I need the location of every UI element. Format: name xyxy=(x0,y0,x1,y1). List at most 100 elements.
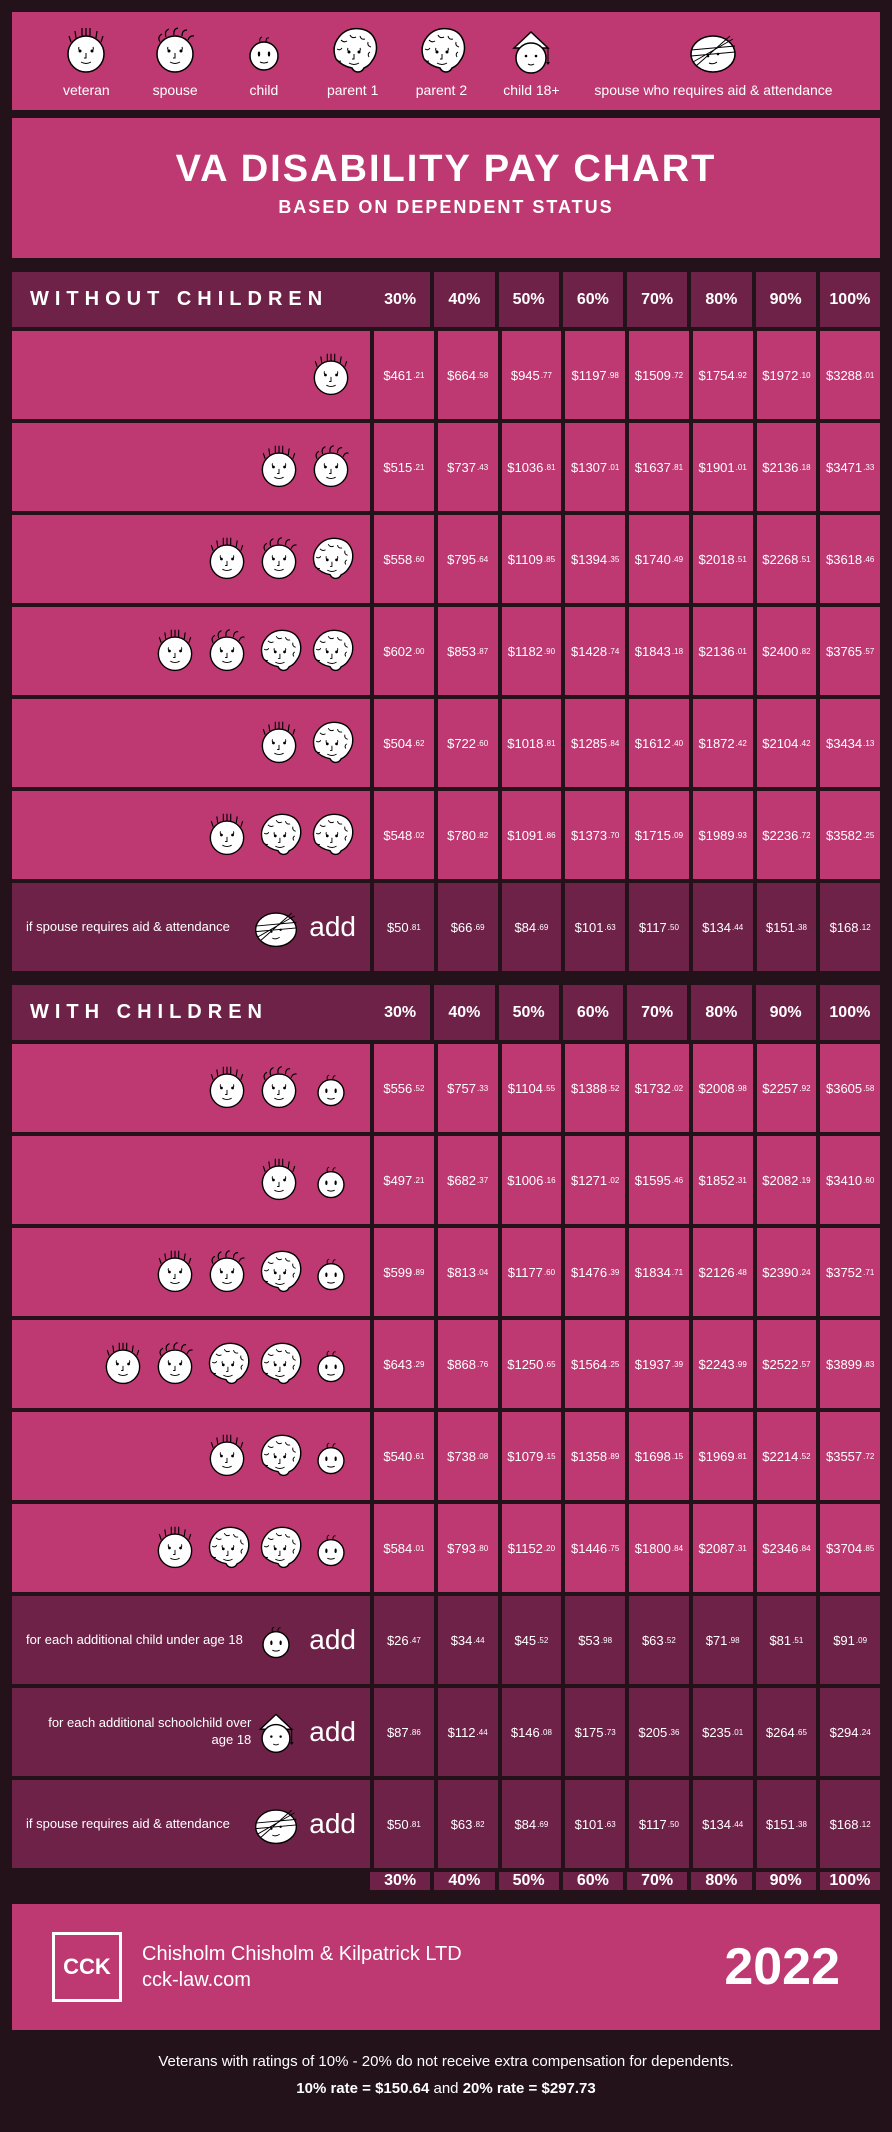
footer: CCK Chisholm Chisholm & Kilpatrick LTD c… xyxy=(12,1904,880,2030)
value-cell: $1740.49 xyxy=(629,515,689,603)
value-cell: $3765.57 xyxy=(820,607,880,695)
value-cell: $1182.90 xyxy=(502,607,562,695)
value-cell: $81.51 xyxy=(757,1596,817,1684)
row-icons xyxy=(202,1431,356,1481)
value-cell: $101.63 xyxy=(565,883,625,971)
legend-item: spouse who requires aid & attendance xyxy=(594,24,832,98)
value-cell: $2136.18 xyxy=(757,423,817,511)
row-icons xyxy=(150,626,356,676)
footnote: Veterans with ratings of 10% - 20% do no… xyxy=(12,2030,880,2120)
row-label xyxy=(12,423,370,511)
row-label: if spouse requires aid & attendanceadd xyxy=(12,883,370,971)
parent2-icon xyxy=(306,810,356,860)
value-cell: $2214.52 xyxy=(757,1412,817,1500)
row-icons xyxy=(251,1615,301,1665)
parent2-icon xyxy=(254,1523,304,1573)
percent-header: 60% xyxy=(563,1872,623,1890)
table-row: for each additional schoolchild over age… xyxy=(12,1688,880,1776)
value-cell: $264.65 xyxy=(757,1688,817,1776)
value-cell: $1834.71 xyxy=(629,1228,689,1316)
value-cell: $34.44 xyxy=(438,1596,498,1684)
parent1-icon xyxy=(306,534,356,584)
add-label: add xyxy=(309,1716,356,1748)
value-cell: $515.21 xyxy=(374,423,434,511)
parent1-icon xyxy=(326,24,380,78)
table-row: $461.21$664.58$945.77$1197.98$1509.72$17… xyxy=(12,331,880,419)
value-cell: $294.24 xyxy=(820,1688,880,1776)
percent-header: 100% xyxy=(820,985,880,1040)
value-cell: $134.44 xyxy=(693,883,753,971)
value-cell: $1177.60 xyxy=(502,1228,562,1316)
cck-logo-icon: CCK xyxy=(52,1932,122,2002)
section: WITH CHILDREN 30%40%50%60%70%80%90%100%$… xyxy=(12,985,880,1868)
value-cell: $1972.10 xyxy=(757,331,817,419)
child-icon xyxy=(306,1247,356,1297)
value-cell: $151.38 xyxy=(757,1780,817,1868)
parent2-icon xyxy=(254,1339,304,1389)
child-icon xyxy=(306,1063,356,1113)
value-cell: $168.12 xyxy=(820,1780,880,1868)
value-cell: $205.36 xyxy=(629,1688,689,1776)
legend-label: parent 2 xyxy=(416,82,467,98)
row-label xyxy=(12,331,370,419)
value-cell: $1612.40 xyxy=(629,699,689,787)
veteran-icon xyxy=(150,626,200,676)
parent2-icon xyxy=(306,626,356,676)
veteran-icon xyxy=(202,1063,252,1113)
value-cell: $2104.42 xyxy=(757,699,817,787)
table-row: if spouse requires aid & attendanceadd$5… xyxy=(12,883,880,971)
percent-header: 30% xyxy=(370,985,430,1040)
value-cell: $1476.39 xyxy=(565,1228,625,1316)
value-cell: $2126.48 xyxy=(693,1228,753,1316)
value-cell: $1250.65 xyxy=(502,1320,562,1408)
value-cell: $945.77 xyxy=(502,331,562,419)
value-cell: $235.01 xyxy=(693,1688,753,1776)
legend-label: spouse who requires aid & attendance xyxy=(594,82,832,98)
table-row: $548.02$780.82$1091.86$1373.70$1715.09$1… xyxy=(12,791,880,879)
value-cell: $71.98 xyxy=(693,1596,753,1684)
value-cell: $2136.01 xyxy=(693,607,753,695)
spouse-icon xyxy=(202,626,252,676)
value-cell: $722.60 xyxy=(438,699,498,787)
value-cell: $1989.93 xyxy=(693,791,753,879)
row-text: if spouse requires aid & attendance xyxy=(26,1816,230,1833)
value-cell: $26.47 xyxy=(374,1596,434,1684)
value-cell: $602.00 xyxy=(374,607,434,695)
child-icon xyxy=(237,24,291,78)
company-name: Chisholm Chisholm & Kilpatrick LTD xyxy=(142,1941,462,1967)
row-label xyxy=(12,1504,370,1592)
value-cell: $643.29 xyxy=(374,1320,434,1408)
legend-label: veteran xyxy=(63,82,110,98)
legend-label: spouse xyxy=(153,82,198,98)
value-cell: $2018.51 xyxy=(693,515,753,603)
value-cell: $3471.33 xyxy=(820,423,880,511)
child18-icon xyxy=(251,1707,301,1757)
value-cell: $1698.15 xyxy=(629,1412,689,1500)
value-cell: $63.82 xyxy=(438,1780,498,1868)
value-cell: $1104.55 xyxy=(502,1044,562,1132)
table-row: $515.21$737.43$1036.81$1307.01$1637.81$1… xyxy=(12,423,880,511)
child-icon xyxy=(306,1431,356,1481)
value-cell: $1036.81 xyxy=(502,423,562,511)
table-row: $602.00$853.87$1182.90$1428.74$1843.18$2… xyxy=(12,607,880,695)
veteran-icon xyxy=(306,350,356,400)
footer-year: 2022 xyxy=(724,1937,840,1997)
percent-header: 70% xyxy=(627,985,687,1040)
percent-header: 40% xyxy=(434,272,494,327)
value-cell: $1446.75 xyxy=(565,1504,625,1592)
legend-band: veteranspousechildparent 1parent 2child … xyxy=(12,12,880,110)
section-header: WITHOUT CHILDREN 30%40%50%60%70%80%90%10… xyxy=(12,272,880,327)
table-row: $599.89$813.04$1177.60$1476.39$1834.71$2… xyxy=(12,1228,880,1316)
row-icons xyxy=(254,1155,356,1205)
value-cell: $2082.19 xyxy=(757,1136,817,1224)
row-text: for each additional child under age 18 xyxy=(26,1632,243,1649)
value-cell: $134.44 xyxy=(693,1780,753,1868)
page: veteranspousechildparent 1parent 2child … xyxy=(0,0,892,2132)
row-label xyxy=(12,791,370,879)
row-icons xyxy=(254,442,356,492)
row-label: for each additional schoolchild over age… xyxy=(12,1688,370,1776)
section: WITHOUT CHILDREN 30%40%50%60%70%80%90%10… xyxy=(12,272,880,971)
percent-header: 30% xyxy=(370,272,430,327)
value-cell: $793.80 xyxy=(438,1504,498,1592)
value-cell: $50.81 xyxy=(374,883,434,971)
